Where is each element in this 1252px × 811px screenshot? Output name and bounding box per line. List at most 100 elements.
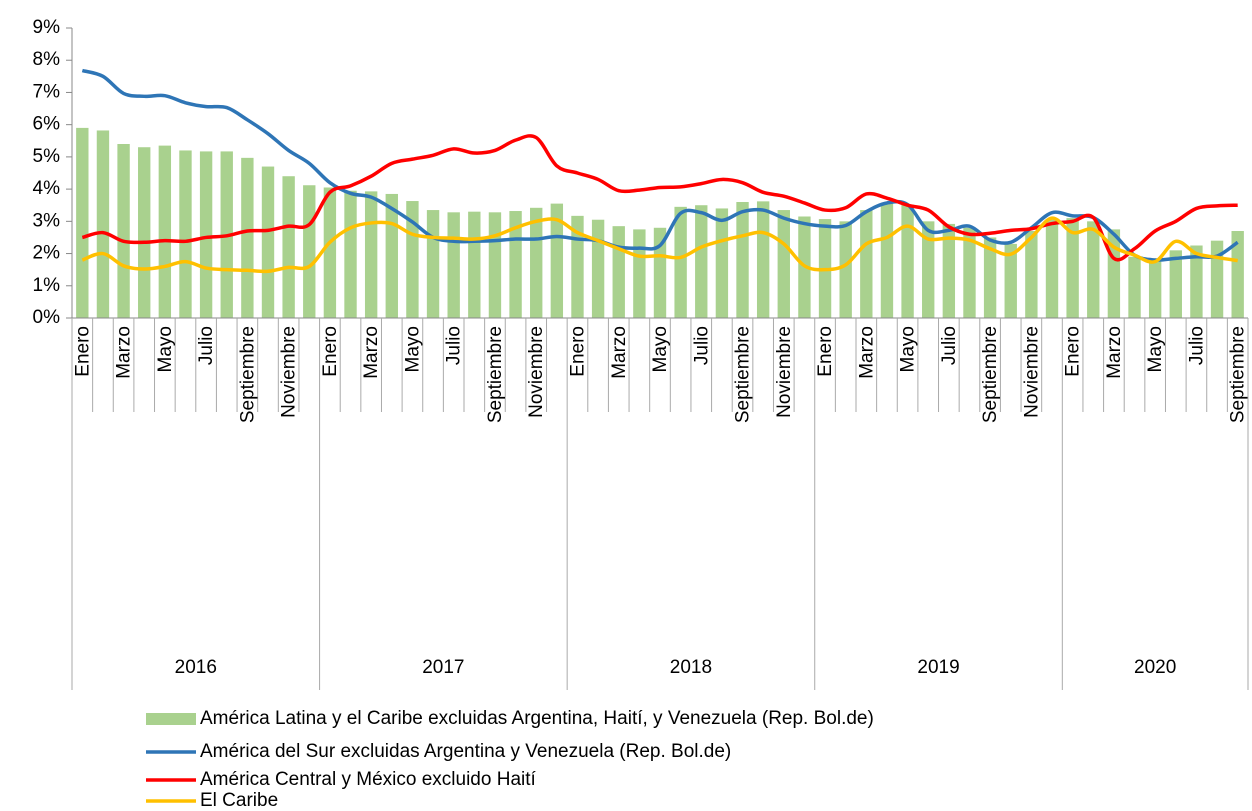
legend-label: América Central y México excluido Haití: [200, 769, 537, 790]
legend-swatch: [146, 713, 196, 725]
x-tick-label: Septiembre: [733, 326, 754, 423]
y-tick-label: 6%: [33, 114, 61, 135]
y-tick-label: 7%: [33, 81, 61, 102]
bar: [839, 221, 852, 318]
bar: [468, 211, 481, 318]
y-tick-label: 1%: [33, 275, 61, 296]
bar: [530, 207, 543, 318]
bar: [860, 210, 873, 318]
x-tick-label: Mayo: [898, 326, 919, 372]
bar: [1087, 221, 1100, 318]
y-tick-label: 5%: [33, 146, 61, 167]
year-label: 2020: [1134, 657, 1176, 678]
x-tick-label: Mayo: [155, 326, 176, 372]
y-tick-label: 3%: [33, 210, 61, 231]
bar: [633, 229, 646, 318]
x-tick-label: Julio: [444, 326, 465, 365]
bar: [591, 219, 605, 318]
bar: [963, 227, 976, 318]
x-tick-label: Septiembre: [237, 326, 258, 423]
year-label: 2019: [917, 657, 959, 678]
bar: [76, 127, 89, 318]
y-tick-label: 0%: [33, 307, 61, 328]
x-tick-label: Septiembre: [1228, 326, 1249, 423]
x-tick-label: Noviembre: [279, 326, 300, 418]
x-tick-label: Marzo: [1104, 326, 1125, 379]
bar: [1066, 218, 1079, 318]
bar: [612, 226, 625, 318]
y-tick-label: 4%: [33, 178, 61, 199]
x-tick-label: Mayo: [1145, 326, 1166, 372]
bar: [1004, 243, 1017, 318]
y-tick-label: 2%: [33, 243, 61, 264]
x-tick-label: Noviembre: [774, 326, 795, 418]
line: [81, 134, 1238, 262]
x-tick-label: Enero: [1063, 326, 1084, 377]
legend-label: América Latina y el Caribe excluidas Arg…: [200, 708, 874, 729]
x-tick-label: Septiembre: [980, 326, 1001, 423]
bar: [138, 147, 151, 318]
bar: [695, 205, 708, 318]
x-tick-label: Enero: [815, 326, 836, 377]
x-tick-label: Marzo: [114, 326, 135, 379]
x-tick-label: Julio: [196, 326, 217, 365]
legend-label: América del Sur excluidas Argentina y Ve…: [200, 741, 731, 762]
bar: [983, 237, 997, 318]
x-tick-label: Mayo: [402, 326, 423, 372]
bar: [158, 145, 172, 318]
bar: [571, 215, 584, 318]
bar: [344, 190, 357, 318]
bar: [96, 130, 110, 318]
bar: [406, 201, 419, 318]
y-tick-label: 8%: [33, 49, 61, 70]
x-tick-label: Enero: [567, 326, 588, 377]
bar: [447, 212, 460, 318]
bar: [303, 185, 316, 318]
bar: [426, 210, 440, 318]
bar: [117, 144, 130, 318]
bar: [1045, 219, 1059, 318]
x-tick-label: Marzo: [609, 326, 630, 379]
x-tick-label: Noviembre: [1021, 326, 1042, 418]
bar: [261, 166, 275, 318]
bar: [1190, 245, 1203, 318]
x-tick-label: Julio: [691, 326, 712, 365]
bar: [736, 202, 749, 318]
bar: [282, 176, 295, 318]
x-tick-label: Noviembre: [526, 326, 547, 418]
bar: [550, 203, 564, 318]
bar: [241, 157, 254, 318]
year-label: 2018: [670, 657, 712, 678]
bar: [364, 191, 378, 318]
legend-label: El Caribe: [200, 790, 278, 811]
x-tick-label: Mayo: [650, 326, 671, 372]
x-tick-label: Enero: [72, 326, 93, 377]
bar: [1128, 256, 1141, 318]
bar: [1148, 258, 1162, 318]
bar: [922, 221, 935, 318]
bar: [880, 203, 894, 318]
bar: [323, 187, 337, 318]
x-tick-label: Enero: [320, 326, 341, 377]
bar: [901, 204, 914, 318]
bar: [674, 206, 687, 318]
bar: [777, 210, 790, 318]
bar: [1210, 240, 1224, 318]
year-label: 2017: [422, 657, 464, 678]
bar: [653, 227, 667, 318]
x-tick-label: Marzo: [856, 326, 877, 379]
x-tick-label: Septiembre: [485, 326, 506, 423]
x-tick-label: Julio: [1186, 326, 1207, 365]
bar: [756, 201, 770, 318]
line: [81, 216, 1238, 274]
bar: [715, 208, 729, 318]
y-tick-label: 9%: [33, 17, 61, 38]
bar: [1231, 231, 1244, 318]
bar: [179, 150, 192, 318]
bar: [1169, 250, 1182, 318]
x-tick-label: Marzo: [361, 326, 382, 379]
bar: [199, 151, 213, 318]
bar: [1025, 231, 1038, 318]
bar: [942, 223, 956, 318]
